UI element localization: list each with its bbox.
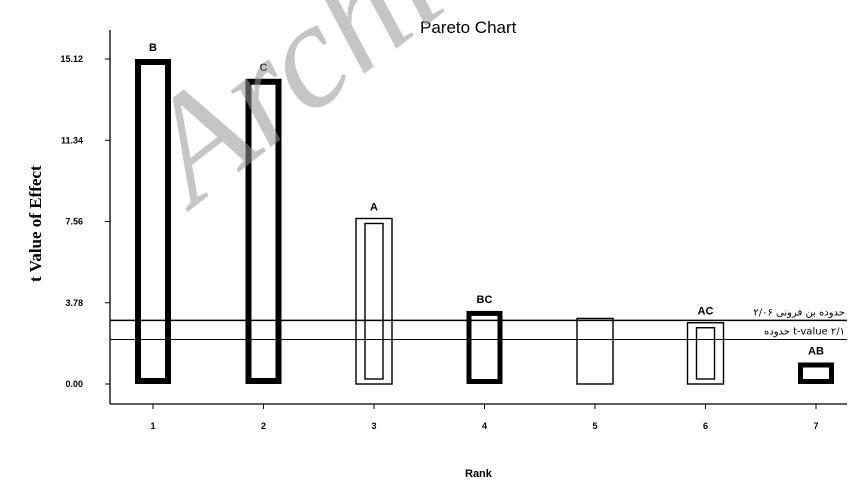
- bar-1: B: [135, 42, 171, 384]
- bar-7: AB: [798, 346, 834, 384]
- bar-label: AB: [808, 346, 824, 358]
- x-tick-label: 1: [150, 421, 155, 431]
- bar-label: BC: [477, 294, 493, 306]
- x-tick-label: 2: [261, 421, 266, 431]
- bar-inner-outline: [364, 222, 384, 380]
- y-tick-label: 7.56: [65, 217, 83, 227]
- reference-lines: حدوده بن فرونی ۲/۰۶ حدوده t-value ۲/۱: [110, 307, 847, 341]
- axes: 0.00 3.78 7.56 11.34 15.12 1 2 3 4 5 6 7: [60, 30, 847, 431]
- bar: [576, 317, 614, 385]
- bar-label: B: [149, 42, 157, 54]
- bar-4: BC: [466, 294, 503, 385]
- bar: [135, 59, 171, 384]
- x-tick-label: 4: [482, 421, 487, 431]
- y-tick-label: 15.12: [60, 54, 83, 64]
- x-axis-label: Rank: [465, 468, 492, 480]
- x-tick-label: 6: [703, 421, 708, 431]
- bar: [686, 322, 725, 385]
- y-tick-label: 11.34: [61, 135, 83, 145]
- bar-inner-outline: [695, 327, 716, 380]
- x-tick-label: 7: [813, 421, 818, 431]
- bar-label: AC: [698, 306, 714, 318]
- chart-title: Pareto Chart: [420, 18, 517, 37]
- bar-2: C: [245, 62, 282, 384]
- x-tick-label: 5: [592, 421, 597, 431]
- reference-line-label: حدوده بن فرونی ۲/۰۶: [753, 307, 845, 318]
- reference-line-label: حدوده t-value ۲/۱: [764, 327, 845, 338]
- bar-5: [576, 317, 614, 385]
- bar: [798, 362, 834, 384]
- y-tick-label: 0.00: [65, 379, 83, 389]
- bar-6: AC: [686, 306, 725, 385]
- bar: [355, 217, 393, 385]
- bar: [466, 310, 503, 385]
- bar-3: A: [355, 201, 393, 385]
- bar: [245, 78, 282, 384]
- bar-label: C: [260, 62, 268, 74]
- x-tick-label: 3: [371, 421, 376, 431]
- y-tick-label: 3.78: [65, 298, 83, 308]
- y-axis-label: t Value of Effect: [26, 165, 45, 282]
- bar-label: A: [370, 201, 378, 213]
